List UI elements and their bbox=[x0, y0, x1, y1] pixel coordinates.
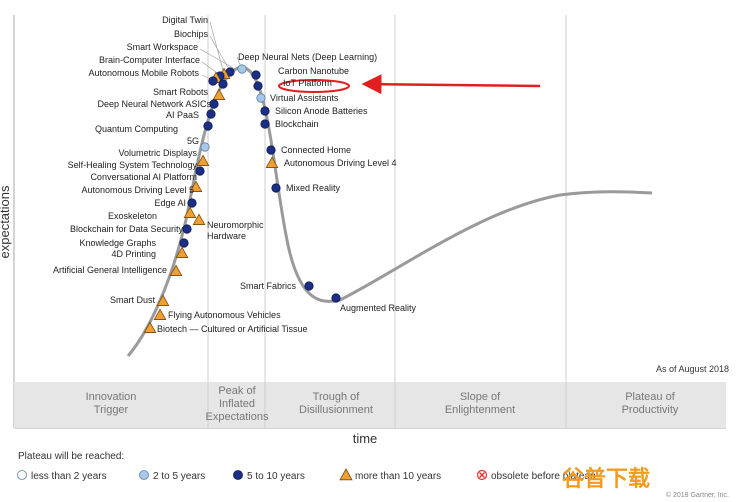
legend-marker-lt2 bbox=[17, 470, 27, 480]
hype-curve bbox=[126, 66, 653, 357]
data-point-label: Conversational AI Platform bbox=[90, 172, 197, 182]
data-point-label: Connected Home bbox=[281, 145, 351, 155]
legend-label-lt2: less than 2 years bbox=[31, 471, 107, 482]
data-point-marker bbox=[196, 154, 210, 166]
iot-highlight-ellipse bbox=[278, 79, 350, 93]
data-point-marker bbox=[212, 88, 226, 100]
data-point-label: Carbon Nanotube bbox=[278, 66, 349, 76]
data-point-label: Digital Twin bbox=[162, 15, 208, 25]
data-point-label: Autonomous Driving Level 5 bbox=[81, 185, 194, 195]
data-point-label: Smart Workspace bbox=[127, 42, 198, 52]
data-point-label: Autonomous Driving Level 4 bbox=[284, 158, 397, 168]
data-point-marker bbox=[209, 99, 219, 109]
data-point-marker bbox=[169, 264, 183, 276]
phase-label: Trough of Disillusionment bbox=[299, 391, 373, 416]
data-point-marker bbox=[179, 238, 189, 248]
data-point-label: Autonomous Mobile Robots bbox=[88, 68, 199, 78]
data-point-label: Artificial General Intelligence bbox=[53, 265, 167, 275]
data-point-label: Mixed Reality bbox=[286, 183, 341, 193]
data-point-label: Smart Fabrics bbox=[240, 281, 297, 291]
as-of-label: As of August 2018 bbox=[656, 364, 729, 374]
data-point-marker bbox=[208, 76, 218, 86]
data-point-marker bbox=[266, 145, 276, 155]
data-point-label: Edge AI bbox=[154, 198, 186, 208]
watermark-logo: 谷普下载 bbox=[562, 466, 650, 492]
legend-marker-2to5 bbox=[139, 470, 149, 480]
iot-highlight-arrow bbox=[361, 74, 541, 95]
data-point-label: Augmented Reality bbox=[340, 303, 417, 313]
legend-label-5to10: 5 to 10 years bbox=[247, 471, 305, 482]
data-point-label: Deep Neural Network ASICs bbox=[97, 99, 211, 109]
data-point-marker bbox=[260, 119, 270, 129]
data-point-label: Silicon Anode Batteries bbox=[275, 106, 368, 116]
data-point-marker bbox=[260, 106, 270, 116]
legend: less than 2 years 2 to 5 years 5 to 10 yea… bbox=[17, 468, 596, 482]
data-point-label: Smart Dust bbox=[110, 295, 156, 305]
data-point-marker bbox=[203, 121, 213, 131]
legend-label-gt10: more than 10 years bbox=[355, 471, 441, 482]
data-point-marker bbox=[206, 109, 216, 119]
data-point-marker bbox=[251, 70, 261, 80]
phase-label: Slope of Enlightenment bbox=[445, 391, 515, 416]
data-point-marker bbox=[237, 64, 247, 74]
data-point-marker bbox=[253, 81, 263, 91]
data-point-label: Deep Neural Nets (Deep Learning) bbox=[238, 52, 377, 62]
data-point-label: Brain-Computer Interface bbox=[99, 55, 200, 65]
legend-label-2to5: 2 to 5 years bbox=[153, 471, 205, 482]
legend-label-obsolete: obsolete before plateau bbox=[491, 471, 596, 482]
phase-label: Plateau of Productivity bbox=[622, 391, 679, 416]
data-point-marker bbox=[271, 183, 281, 193]
legend-marker-5to10 bbox=[233, 470, 243, 480]
data-point-label: Blockchain bbox=[275, 119, 319, 129]
phase-labels: Innovation Trigger Peak of Inflated Expectat… bbox=[86, 385, 679, 423]
data-point-label: Blockchain for Data Security bbox=[70, 224, 184, 234]
legend-marker-gt10 bbox=[339, 468, 353, 481]
data-point-marker bbox=[200, 142, 210, 152]
phase-dividers bbox=[207, 15, 567, 428]
data-point-label: Neuromorphic Hardware bbox=[207, 220, 264, 241]
data-point-label: Exoskeleton bbox=[108, 211, 157, 221]
data-point-marker bbox=[156, 294, 170, 306]
data-point-label: Flying Autonomous Vehicles bbox=[168, 310, 281, 320]
x-axis-label: time bbox=[353, 431, 378, 446]
data-point-marker bbox=[218, 79, 228, 89]
data-point-label: 4D Printing bbox=[111, 249, 156, 259]
data-point-marker bbox=[153, 308, 167, 320]
copyright-text: © 2018 Gartner, Inc. bbox=[666, 491, 729, 499]
data-point-marker bbox=[175, 246, 189, 258]
data-point-marker bbox=[143, 321, 157, 333]
data-point-label: Volumetric Displays bbox=[118, 148, 197, 158]
data-point-label: Quantum Computing bbox=[95, 124, 178, 134]
phase-label: Innovation Trigger bbox=[86, 391, 137, 416]
data-point-marker bbox=[256, 93, 266, 103]
data-point-label: Biochips bbox=[174, 29, 209, 39]
data-point-label: Knowledge Graphs bbox=[79, 238, 156, 248]
data-point-marker bbox=[192, 213, 206, 225]
phase-band bbox=[14, 382, 726, 428]
data-point-marker bbox=[195, 166, 205, 176]
data-point-label: Self-Healing System Technology bbox=[68, 160, 198, 170]
data-point-marker bbox=[189, 180, 203, 192]
data-point-marker bbox=[304, 281, 314, 291]
legend-marker-obsolete bbox=[476, 469, 488, 481]
phase-label: Peak of Inflated Expectations bbox=[206, 385, 269, 423]
chart-marks: Digital Twin Biochips Smart Workspace Brain… bbox=[53, 15, 417, 334]
data-point-marker bbox=[331, 293, 341, 303]
data-point-label: Smart Robots bbox=[153, 87, 209, 97]
data-point-marker bbox=[182, 224, 192, 234]
data-point-marker bbox=[187, 198, 197, 208]
data-point-marker bbox=[265, 156, 279, 168]
data-point-marker bbox=[183, 206, 197, 218]
data-point-label: AI PaaS bbox=[166, 110, 199, 120]
data-point-label: Biotech — Cultured or Artificial Tissue bbox=[157, 324, 308, 334]
data-point-label: Virtual Assistants bbox=[270, 93, 339, 103]
data-point-label: 5G bbox=[187, 136, 199, 146]
data-point-label: IoT Platform bbox=[283, 78, 332, 88]
legend-title: Plateau will be reached: bbox=[18, 451, 124, 462]
y-axis-label: expectations bbox=[0, 185, 12, 258]
